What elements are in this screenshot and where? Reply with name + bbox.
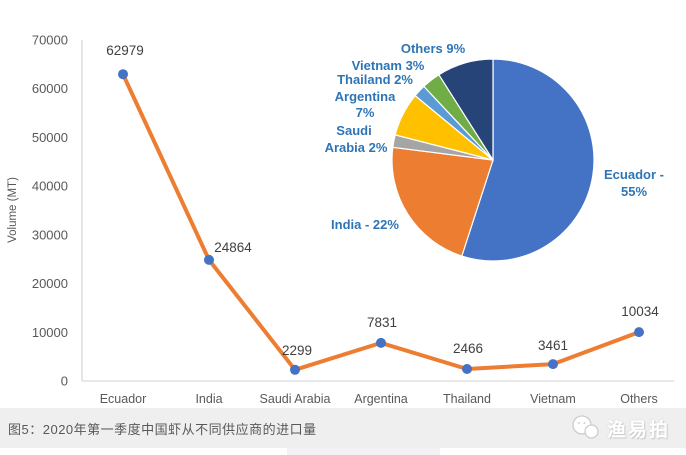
data-label-ecuador: 62979	[106, 43, 144, 58]
pie-label-india: India - 22%	[331, 217, 399, 232]
y-tick-label: 70000	[32, 33, 68, 48]
x-category-label: Thailand	[443, 392, 491, 406]
data-label-saudi-arabia: 2299	[282, 343, 312, 358]
caption-bar: 图5：2020年第一季度中国虾从不同供应商的进口量 渔易拍	[0, 408, 686, 448]
watermark-logo-icon	[572, 415, 599, 439]
data-point-marker-vietnam	[548, 359, 558, 370]
y-tick-label: 0	[61, 374, 68, 389]
y-tick-label: 50000	[32, 130, 68, 145]
watermark: 渔易拍	[570, 413, 670, 443]
pie-label-argentina: Argentina	[335, 89, 396, 104]
x-category-label: Ecuador	[100, 392, 147, 406]
data-label-vietnam: 3461	[538, 338, 568, 353]
pie-label-ecuador: 55%	[621, 184, 647, 199]
watermark-text: 渔易拍	[606, 419, 670, 441]
x-category-label: Argentina	[354, 392, 408, 406]
y-tick-label: 30000	[32, 227, 68, 242]
pie-label-thailand: Thailand 2%	[337, 72, 413, 87]
pie-label-argentina: 7%	[356, 105, 375, 120]
pie-label-saudi-arabia: Arabia 2%	[325, 140, 388, 155]
pie-label-saudi-arabia: Saudi	[336, 123, 371, 138]
data-label-others: 10034	[621, 304, 659, 319]
bottom-strip	[287, 448, 440, 455]
data-point-marker-others	[634, 327, 644, 338]
pie-slice-ecuador	[461, 58, 595, 262]
data-label-argentina: 7831	[367, 315, 397, 330]
chart-area: 0 10000 20000 30000 40000 50000 60000 70000 Volu…	[7, 33, 674, 406]
data-point-marker-argentina	[376, 337, 386, 348]
x-category-label: India	[195, 392, 222, 406]
x-category-label: Vietnam	[530, 392, 576, 406]
data-point-marker-ecuador	[118, 69, 128, 80]
pie-label-ecuador: Ecuador -	[604, 167, 664, 182]
y-axis-title: Volume (MT)	[7, 177, 19, 243]
y-tick-label: 10000	[32, 325, 68, 340]
pie-label-others: Others 9%	[401, 41, 466, 56]
data-point-marker-india	[204, 254, 214, 265]
x-category-label: Saudi Arabia	[260, 392, 331, 406]
pie-slice-others	[438, 58, 494, 163]
import-volume-chart-svg: 0 10000 20000 30000 40000 50000 60000 70000 Volu…	[7, 33, 674, 406]
y-tick-label: 40000	[32, 179, 68, 194]
figure-caption: 图5：2020年第一季度中国虾从不同供应商的进口量	[8, 421, 317, 437]
pie-slice-india	[391, 146, 494, 257]
data-point-marker-thailand	[462, 363, 472, 374]
data-label-india: 24864	[214, 240, 252, 255]
x-category-label: Others	[620, 392, 658, 406]
y-tick-label: 20000	[32, 276, 68, 291]
data-label-thailand: 2466	[453, 341, 483, 356]
y-tick-label: 60000	[32, 81, 68, 96]
data-point-marker-saudi-arabia	[290, 364, 300, 375]
pie-label-vietnam: Vietnam 3%	[352, 58, 425, 73]
